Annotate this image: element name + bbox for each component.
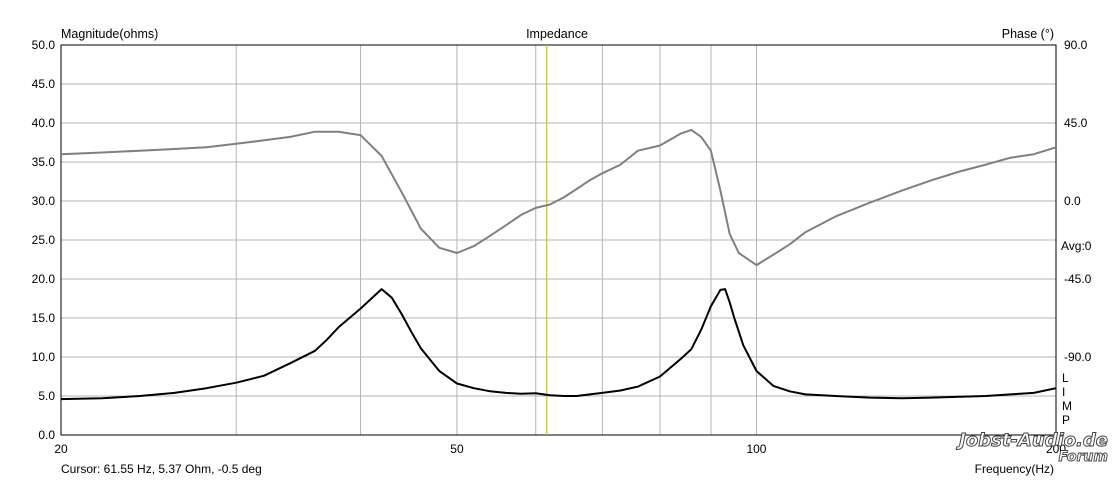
- y2-tick-label: 90.0: [1064, 38, 1088, 52]
- x-tick-label: 200: [1046, 442, 1066, 456]
- y-axis-label: Magnitude(ohms): [61, 27, 158, 41]
- series-line-phase: [60, 128, 1057, 267]
- y-tick-label: 5.0: [38, 389, 55, 403]
- y2-tick-label: -45.0: [1064, 272, 1092, 286]
- avg-label: Avg:0: [1061, 239, 1092, 253]
- y-tick-label: 50.0: [32, 38, 56, 52]
- side-letter: P: [1062, 413, 1070, 427]
- y2-tick-label: -90.0: [1064, 350, 1092, 364]
- y2-tick-label: 0.0: [1064, 194, 1081, 208]
- y-tick-label: 0.0: [38, 428, 55, 442]
- y-tick-label: 15.0: [32, 311, 56, 325]
- x-tick-label: 50: [450, 442, 464, 456]
- y-tick-label: 30.0: [32, 194, 56, 208]
- y-tick-label: 10.0: [32, 350, 56, 364]
- y-tick-label: 25.0: [32, 233, 56, 247]
- x-axis-ticks: 20 50 100 200: [54, 442, 1066, 456]
- plot-frame: [60, 44, 1057, 436]
- chart-title: Impedance: [526, 27, 588, 41]
- side-letter: I: [1062, 385, 1065, 399]
- side-letter: L: [1062, 371, 1069, 385]
- x-tick-label: 20: [54, 442, 68, 456]
- y-tick-label: 45.0: [32, 77, 56, 91]
- watermark: Jobst-Audio.de Forum: [956, 430, 1109, 466]
- y-axis-ticks: 50.0 45.0 40.0 35.0 30.0 25.0 20.0 15.0 10.0 5.0 0…: [32, 38, 56, 442]
- y2-axis-ticks: 90.0 45.0 0.0 -45.0 -90.0: [1064, 38, 1092, 364]
- y-tick-label: 20.0: [32, 272, 56, 286]
- side-letter: M: [1062, 399, 1072, 413]
- series-line-magnitude: [60, 288, 1057, 401]
- y-tick-label: 40.0: [32, 116, 56, 130]
- x-tick-label: 100: [746, 442, 766, 456]
- watermark-line1: Jobst-Audio.de: [956, 430, 1108, 451]
- y-tick-label: 35.0: [32, 155, 56, 169]
- watermark-line2: Forum: [1058, 449, 1108, 465]
- x-axis-label: Frequency(Hz): [975, 462, 1054, 476]
- y2-axis-label: Phase (°): [1002, 27, 1054, 41]
- cursor-readout: Cursor: 61.55 Hz, 5.37 Ohm, -0.5 deg: [61, 462, 262, 476]
- series-group: [60, 128, 1057, 401]
- y2-tick-label: 45.0: [1064, 116, 1088, 130]
